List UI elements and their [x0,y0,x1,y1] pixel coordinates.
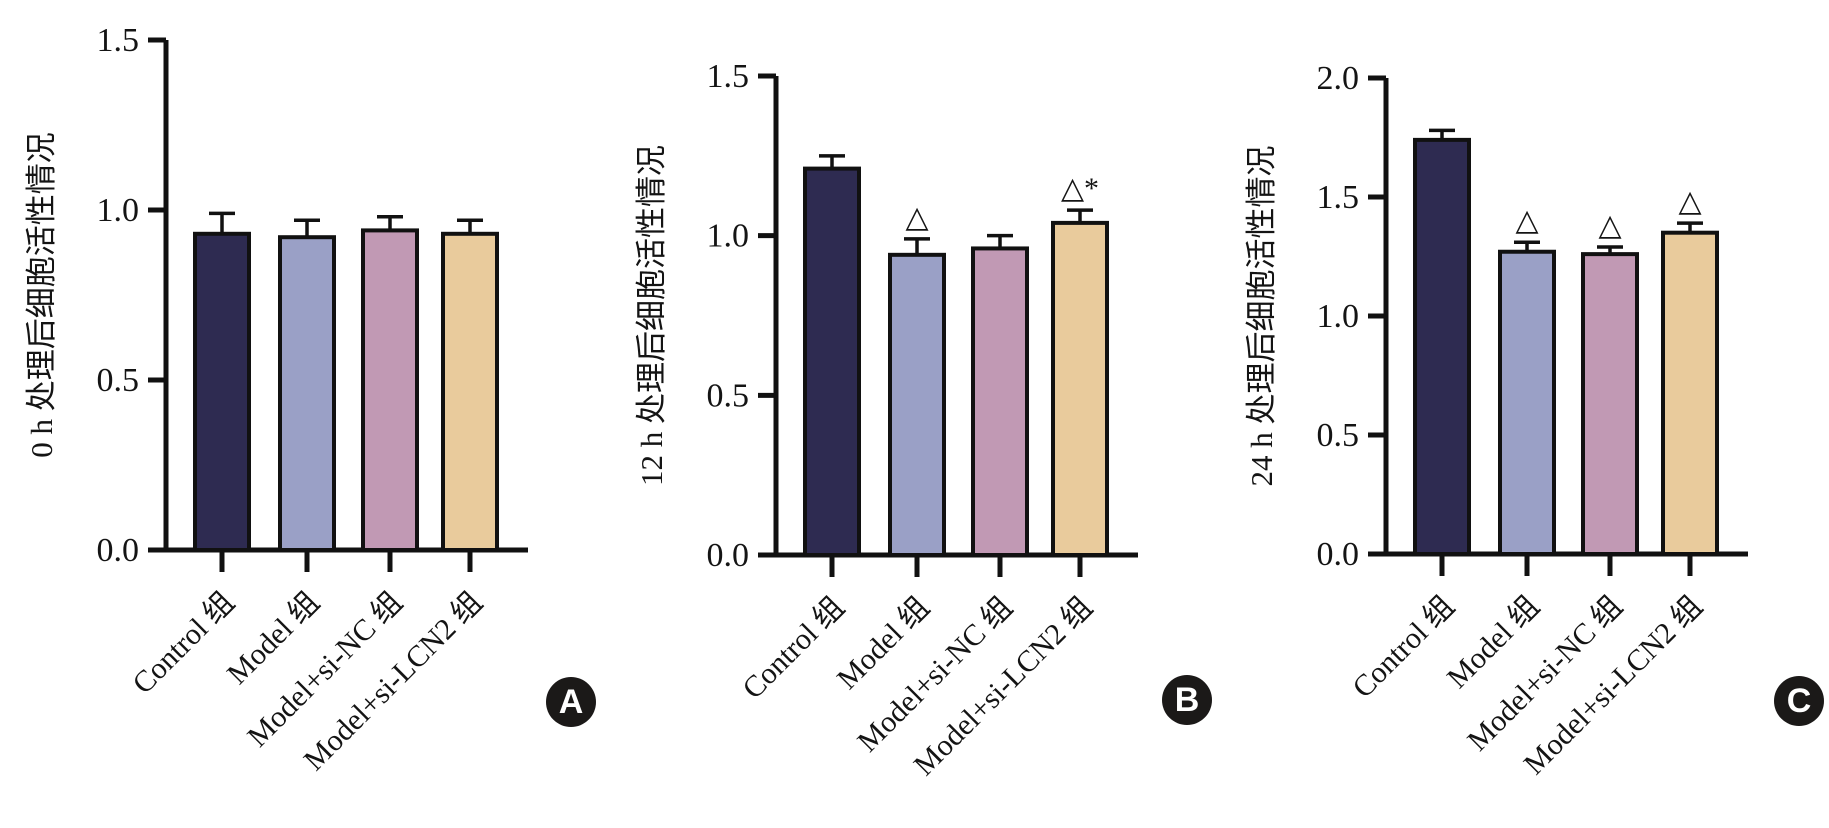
y-tick-label: 0.0 [707,537,750,574]
panel-c-letter: C [1786,682,1812,720]
bar-3 [441,231,499,553]
y-tick-label: 1.0 [1317,298,1360,335]
y-tick-label: 1.5 [97,22,140,59]
panel-a-letter: A [558,683,584,721]
significance-annotation: △ [1515,204,1538,237]
y-tick-label: 0.5 [707,377,750,414]
bar-3 [1661,230,1719,556]
y-axis-title: 0 h 处理后细胞活性情况 [24,132,59,458]
y-axis-title: 12 h 处理后细胞活性情况 [634,145,669,486]
bar-1 [1498,249,1556,557]
panel-c-badge: C [1774,676,1824,726]
panel-b-letter: B [1174,681,1200,719]
significance-annotation: △* [1061,172,1099,205]
y-tick-label: 1.0 [97,192,140,229]
category-label: Control 组 [1346,590,1461,705]
y-tick-label: 0.0 [1317,536,1360,573]
bar-3 [1051,220,1109,557]
bar-0 [803,166,861,558]
bar-2 [1581,252,1639,556]
y-tick-label: 0.5 [1317,417,1360,454]
panel-a: 0.0 0.5 1.0 1.5 0 h 处理后细胞活性情况 Control 组 Model … [0,0,610,828]
significance-annotation: △ [1678,185,1701,218]
panel-c: 0.0 0.5 1.0 1.5 2.0 24 h 处理后细胞活性情况 Control 组 △ M… [1220,0,1829,828]
bar-0 [193,231,251,553]
y-tick-label: 0.5 [97,362,140,399]
y-tick-label: 1.5 [1317,179,1360,216]
y-tick-label: 1.5 [707,58,750,95]
significance-annotation: △ [905,201,928,234]
bar-1 [888,252,946,557]
category-label: Control 组 [126,586,241,701]
bar-2 [971,246,1029,557]
y-axis-title: 24 h 处理后细胞活性情况 [1244,146,1279,487]
panel-a-badge: A [546,677,596,727]
panel-b-badge: B [1162,675,1212,725]
bar-0 [1413,137,1471,556]
panel-b: 0.0 0.5 1.0 1.5 12 h 处理后细胞活性情况 Control 组 △ Mode… [610,0,1220,828]
y-tick-label: 2.0 [1317,60,1360,97]
significance-annotation: △ [1598,209,1621,242]
bar-1 [278,235,336,552]
y-tick-label: 1.0 [707,218,750,255]
y-tick-label: 0.0 [97,532,140,569]
category-label: Control 组 [736,591,851,706]
bar-2 [361,228,419,552]
